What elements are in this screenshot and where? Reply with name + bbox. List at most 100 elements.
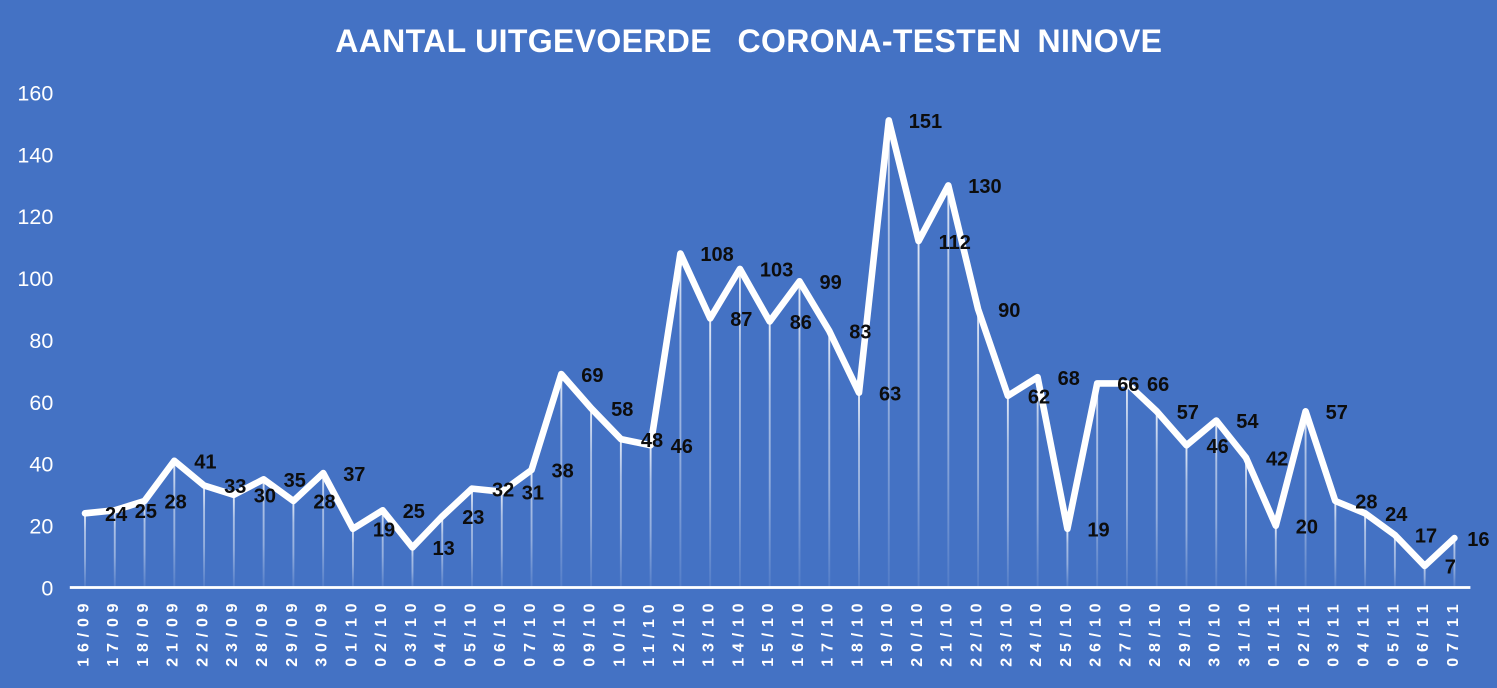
svg-text:32: 32: [492, 479, 514, 501]
svg-text:23: 23: [462, 507, 484, 529]
svg-text:01/11: 01/11: [1266, 599, 1283, 667]
svg-text:21/10: 21/10: [939, 598, 956, 667]
svg-text:28: 28: [313, 492, 335, 514]
svg-text:33: 33: [224, 476, 246, 498]
svg-text:19: 19: [1087, 520, 1109, 542]
svg-text:21/09: 21/09: [165, 598, 182, 667]
svg-text:17: 17: [1415, 526, 1437, 548]
svg-text:108: 108: [700, 244, 733, 266]
svg-text:05/10: 05/10: [462, 598, 479, 667]
svg-text:28/09: 28/09: [254, 598, 271, 667]
svg-text:46: 46: [1207, 436, 1229, 458]
svg-text:25/10: 25/10: [1058, 598, 1075, 667]
svg-text:160: 160: [17, 81, 53, 105]
svg-text:20: 20: [1296, 516, 1318, 538]
svg-text:20/10: 20/10: [909, 598, 926, 667]
svg-text:11/10: 11/10: [641, 599, 658, 667]
svg-text:26/10: 26/10: [1088, 598, 1105, 667]
svg-text:130: 130: [968, 176, 1001, 198]
svg-text:19: 19: [373, 520, 395, 542]
svg-text:02/10: 02/10: [373, 598, 390, 667]
svg-text:62: 62: [1028, 387, 1050, 409]
svg-text:AANTAL UITGEVOERDE CORONA-TES: AANTAL UITGEVOERDE CORONA-TESTEN NINOVE: [335, 23, 1162, 59]
svg-text:24/10: 24/10: [1028, 598, 1045, 667]
svg-text:03/11: 03/11: [1326, 599, 1343, 667]
svg-text:22/09: 22/09: [195, 598, 212, 667]
svg-text:17/09: 17/09: [105, 598, 122, 667]
svg-text:18/10: 18/10: [849, 598, 866, 667]
svg-text:16: 16: [1467, 529, 1489, 551]
svg-text:38: 38: [552, 461, 574, 483]
svg-text:37: 37: [343, 464, 365, 486]
svg-text:87: 87: [730, 309, 752, 331]
svg-text:40: 40: [29, 453, 53, 477]
svg-text:103: 103: [760, 260, 793, 282]
svg-text:69: 69: [581, 365, 603, 387]
svg-text:31: 31: [522, 482, 544, 504]
svg-text:90: 90: [998, 300, 1020, 322]
svg-text:04/10: 04/10: [433, 598, 450, 667]
svg-text:10/10: 10/10: [611, 598, 628, 667]
svg-text:13: 13: [433, 538, 455, 560]
svg-text:07/10: 07/10: [522, 598, 539, 667]
svg-text:18/09: 18/09: [135, 598, 152, 667]
svg-text:15/10: 15/10: [760, 598, 777, 667]
svg-text:20: 20: [29, 515, 53, 539]
svg-text:35: 35: [284, 470, 306, 492]
svg-text:24: 24: [1385, 504, 1408, 526]
svg-text:29/09: 29/09: [284, 598, 301, 667]
svg-text:68: 68: [1058, 368, 1080, 390]
svg-text:27/10: 27/10: [1117, 598, 1134, 667]
svg-text:03/10: 03/10: [403, 598, 420, 667]
svg-text:04/11: 04/11: [1356, 599, 1373, 667]
svg-text:12/10: 12/10: [671, 598, 688, 667]
svg-text:14/10: 14/10: [730, 598, 747, 667]
svg-text:01/10: 01/10: [343, 598, 360, 667]
svg-text:25: 25: [135, 501, 157, 523]
svg-text:06/10: 06/10: [492, 598, 509, 667]
svg-text:0: 0: [41, 576, 53, 600]
svg-text:41: 41: [194, 452, 216, 474]
svg-text:29/10: 29/10: [1177, 598, 1194, 667]
svg-text:28/10: 28/10: [1147, 598, 1164, 667]
svg-text:46: 46: [671, 436, 693, 458]
svg-text:57: 57: [1326, 402, 1348, 424]
svg-text:63: 63: [879, 383, 901, 405]
svg-text:08/10: 08/10: [552, 598, 569, 667]
svg-text:57: 57: [1177, 402, 1199, 424]
svg-text:16/10: 16/10: [790, 598, 807, 667]
svg-text:112: 112: [939, 232, 971, 254]
svg-text:05/11: 05/11: [1385, 599, 1402, 667]
svg-text:30/09: 30/09: [314, 598, 331, 667]
svg-text:23/10: 23/10: [998, 598, 1015, 667]
svg-text:06/11: 06/11: [1415, 599, 1432, 667]
svg-text:13/10: 13/10: [701, 598, 718, 667]
svg-text:28: 28: [1355, 492, 1377, 514]
svg-text:23/09: 23/09: [224, 598, 241, 667]
svg-text:54: 54: [1236, 411, 1259, 433]
svg-text:28: 28: [165, 492, 187, 514]
svg-text:30/10: 30/10: [1207, 598, 1224, 667]
svg-text:140: 140: [17, 143, 53, 167]
svg-text:31/10: 31/10: [1236, 598, 1253, 667]
svg-text:86: 86: [790, 312, 812, 334]
svg-text:19/10: 19/10: [879, 598, 896, 667]
svg-text:25: 25: [403, 501, 425, 523]
svg-text:151: 151: [909, 111, 942, 133]
svg-text:120: 120: [17, 205, 53, 229]
svg-text:99: 99: [820, 272, 842, 294]
svg-text:17/10: 17/10: [820, 598, 837, 667]
svg-text:48: 48: [641, 430, 663, 452]
svg-text:07/11: 07/11: [1445, 599, 1462, 667]
svg-text:16/09: 16/09: [75, 598, 92, 667]
svg-text:22/10: 22/10: [969, 598, 986, 667]
svg-text:60: 60: [29, 391, 53, 415]
svg-text:02/11: 02/11: [1296, 599, 1313, 667]
svg-text:30: 30: [254, 486, 276, 508]
svg-text:66: 66: [1147, 374, 1169, 396]
svg-text:83: 83: [849, 322, 871, 344]
svg-text:42: 42: [1266, 448, 1288, 470]
svg-text:80: 80: [29, 329, 53, 353]
svg-text:58: 58: [611, 399, 633, 421]
svg-text:24: 24: [105, 504, 128, 526]
